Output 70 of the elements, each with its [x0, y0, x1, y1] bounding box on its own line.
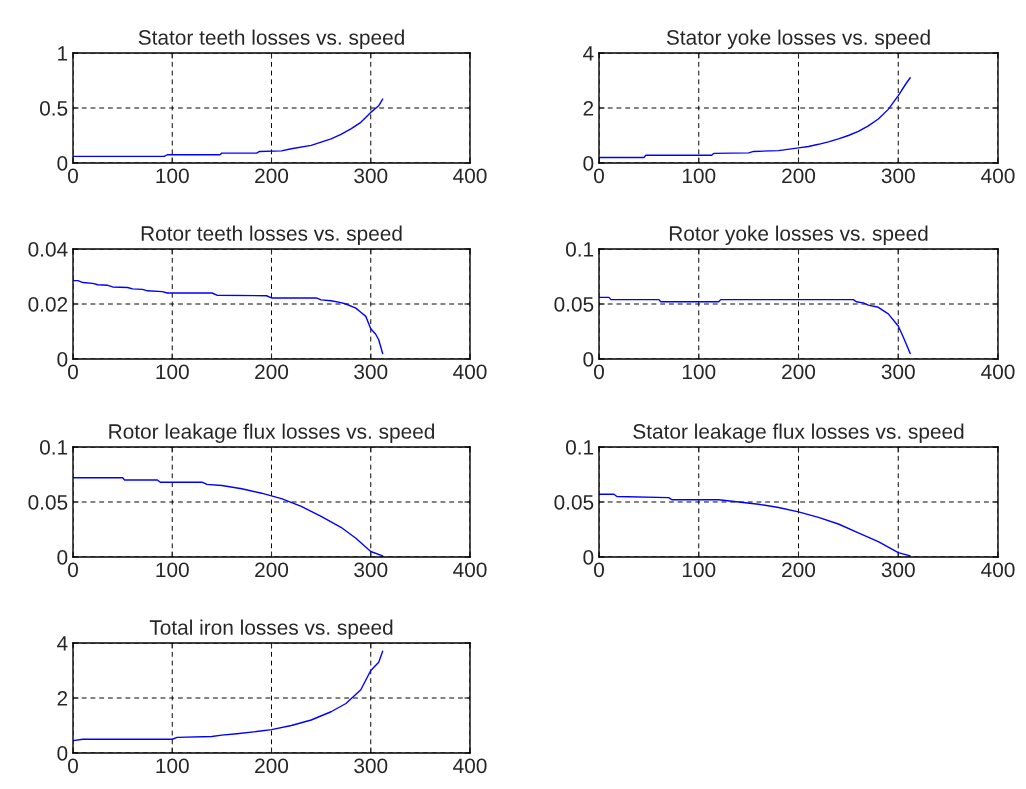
x-tick-label: 200	[255, 758, 289, 774]
y-tick-label: 2	[583, 101, 594, 116]
chart-title: Stator yoke losses vs. speed	[666, 29, 930, 49]
line-series	[73, 650, 384, 742]
y-tick-label: 0	[583, 550, 594, 565]
x-tick-label: 300	[881, 168, 915, 184]
x-tick-label: 400	[981, 168, 1015, 184]
chart-title: Rotor yoke losses vs. speed	[669, 225, 928, 245]
x-tick-label: 300	[354, 168, 388, 184]
y-tick-label: 0	[57, 352, 68, 367]
line-series	[599, 296, 911, 355]
y-tick-label: 0	[583, 352, 594, 367]
x-tick-label: 100	[156, 758, 189, 774]
x-tick-label: 200	[255, 168, 289, 184]
x-tick-label: 100	[682, 168, 716, 184]
x-tick-label: 200	[782, 562, 816, 578]
x-tick-label: 300	[354, 364, 388, 380]
y-tick-label: 0.1	[565, 440, 594, 455]
x-tick-label: 100	[156, 168, 189, 184]
x-tick-label: 0	[594, 168, 604, 184]
x-tick-label: 400	[981, 562, 1015, 578]
x-tick-label: 400	[453, 364, 487, 380]
x-tick-label: 300	[354, 562, 388, 578]
x-tick-label: 400	[453, 168, 487, 184]
y-tick-label: 0.02	[28, 297, 68, 312]
chart-title: Rotor leakage flux losses vs. speed	[109, 423, 435, 443]
chart-title: Stator leakage flux losses vs. speed	[633, 423, 964, 443]
x-tick-label: 200	[255, 364, 289, 380]
x-tick-label: 100	[156, 364, 189, 380]
x-tick-label: 200	[782, 168, 816, 184]
line-series	[73, 279, 384, 355]
x-tick-label: 0	[594, 364, 604, 380]
x-tick-label: 0	[594, 562, 604, 578]
y-tick-label: 0.05	[28, 495, 68, 510]
x-tick-label: 300	[881, 364, 915, 380]
chart-title: Rotor teeth losses vs. speed	[141, 225, 402, 245]
y-tick-label: 0	[57, 156, 68, 171]
y-tick-label: 0	[57, 550, 68, 565]
line-series	[599, 77, 911, 159]
x-tick-label: 300	[881, 562, 915, 578]
chart-title: Total iron losses vs. speed	[149, 619, 393, 639]
chart-title: Stator teeth losses vs. speed	[138, 29, 404, 49]
y-tick-label: 0	[57, 746, 68, 761]
line-series	[73, 98, 384, 158]
x-tick-label: 200	[782, 364, 816, 380]
x-tick-label: 100	[682, 364, 716, 380]
line-series	[73, 477, 384, 557]
y-tick-label: 0.1	[565, 242, 594, 257]
line-series	[599, 493, 911, 557]
x-tick-label: 0	[68, 758, 78, 774]
x-tick-label: 100	[682, 562, 716, 578]
x-tick-label: 400	[453, 758, 487, 774]
x-tick-label: 0	[68, 562, 78, 578]
x-tick-label: 100	[156, 562, 189, 578]
x-tick-label: 400	[453, 562, 487, 578]
x-tick-label: 0	[68, 168, 78, 184]
x-tick-label: 200	[255, 562, 289, 578]
y-tick-label: 0.05	[554, 495, 594, 510]
y-tick-label: 4	[583, 46, 594, 61]
y-tick-label: 2	[57, 691, 68, 706]
y-tick-label: 4	[57, 636, 68, 651]
x-tick-label: 300	[354, 758, 388, 774]
x-tick-label: 0	[68, 364, 78, 380]
y-tick-label: 0.5	[39, 101, 68, 116]
y-tick-label: 0.05	[554, 297, 594, 312]
y-tick-label: 0.04	[28, 242, 68, 257]
x-tick-label: 400	[981, 364, 1015, 380]
y-tick-label: 0	[583, 156, 594, 171]
y-tick-label: 0.1	[39, 440, 68, 455]
y-tick-label: 1	[58, 46, 68, 61]
